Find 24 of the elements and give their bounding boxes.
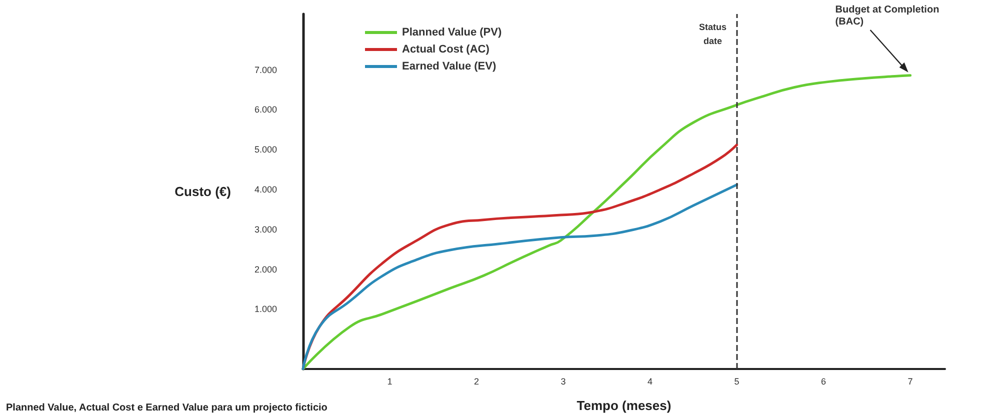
text: Planned Value, Actual Cost e Earned Value para um projecto ficticio (6, 402, 328, 414)
x-tick-label: 1 (387, 376, 392, 386)
y-tick-label: 1.000 (254, 304, 277, 314)
y-tick-label: 7.000 (254, 64, 277, 75)
y-tick-label: 3.000 (254, 224, 277, 234)
y-axis-title: Custo (€) (174, 184, 231, 199)
legend-label: Earned Value (EV) (402, 60, 496, 72)
x-tick-label: 2 (474, 376, 480, 386)
y-tick-label: 4.000 (254, 184, 277, 195)
x-tick-label: 3 (560, 376, 566, 386)
y-tick-label: 2.000 (254, 264, 277, 274)
legend-label: Actual Cost (AC) (402, 44, 490, 56)
x-tick-label: 6 (821, 376, 826, 386)
x-tick-label: 5 (734, 376, 740, 386)
y-tick-label: 5.000 (254, 144, 277, 155)
annotation: Budget at Completion (BAC) (835, 4, 940, 28)
x-axis-title: Tempo (meses) (576, 398, 672, 413)
legend-label: Planned Value (PV) (402, 26, 502, 38)
line-series (302, 183, 738, 370)
ref-line-label: Status date (699, 22, 727, 46)
y-tick-label: 6.000 (254, 104, 277, 115)
x-tick-label: 7 (908, 376, 913, 386)
x-tick-label: 4 (648, 376, 653, 386)
line-series (302, 74, 912, 370)
